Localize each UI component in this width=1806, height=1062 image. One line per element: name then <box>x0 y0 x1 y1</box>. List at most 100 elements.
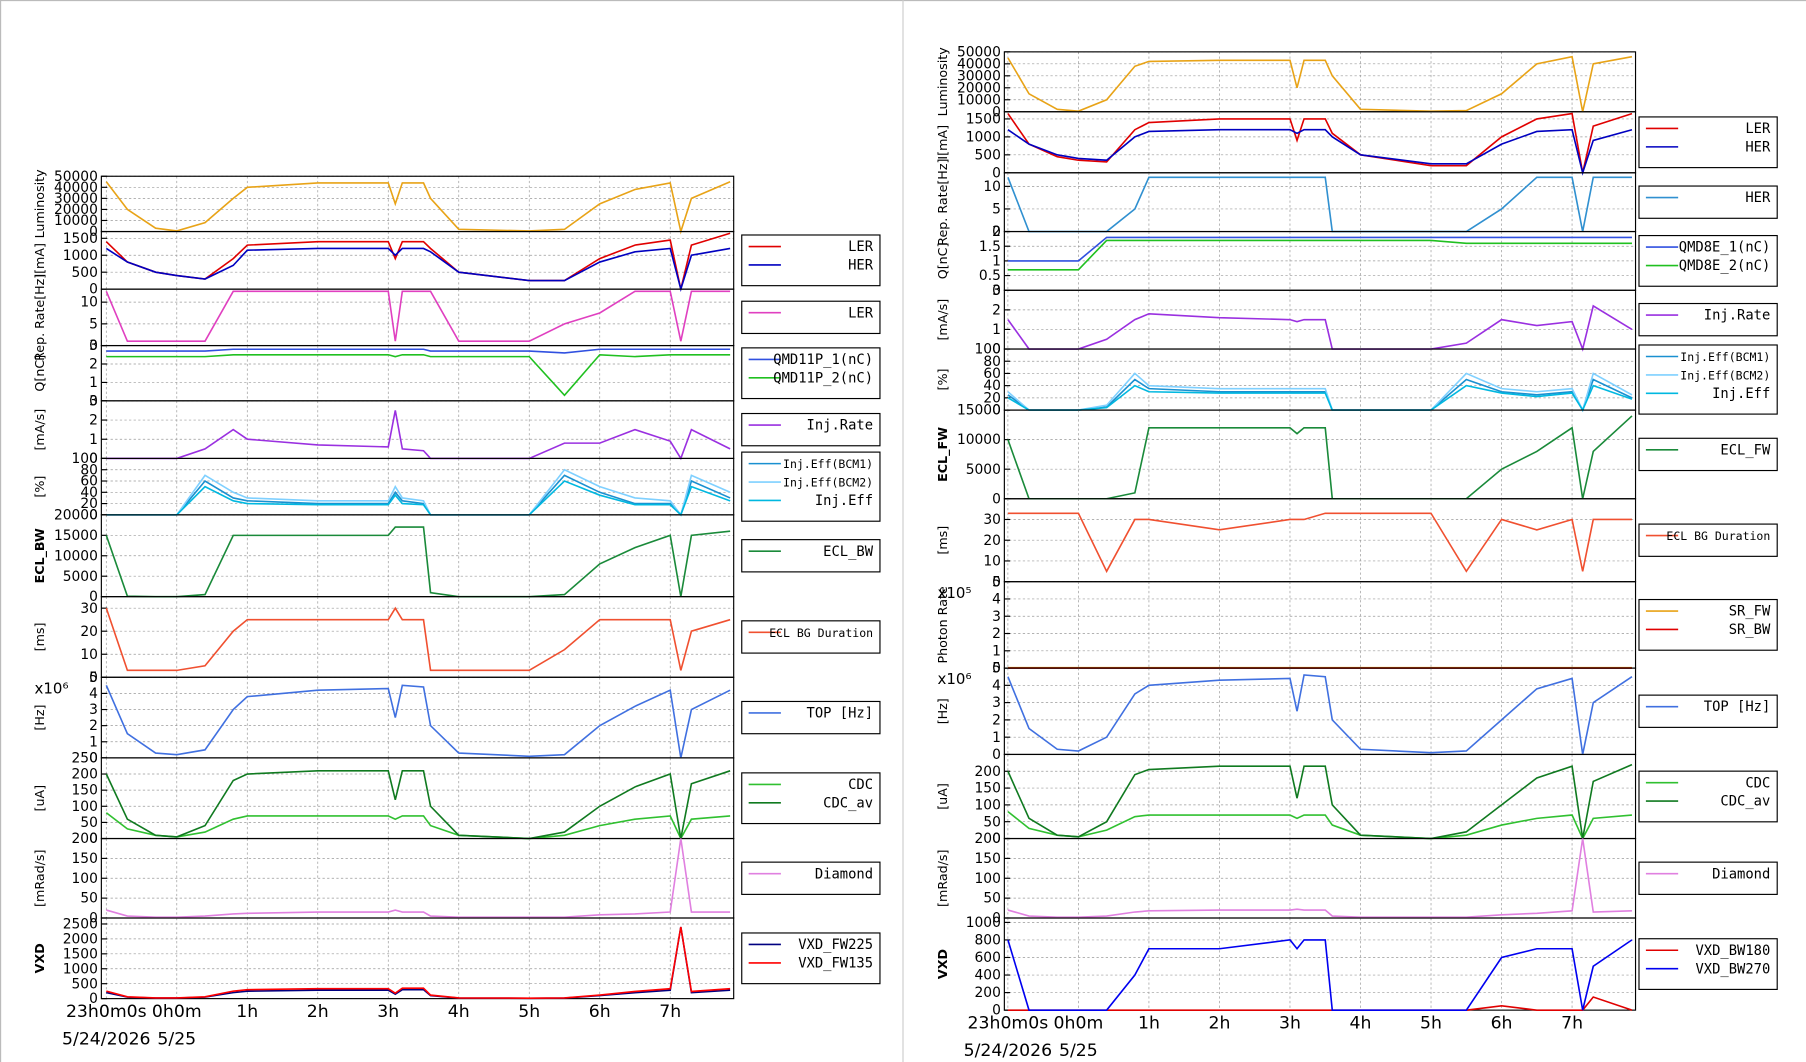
legend-label: Inj.Eff(BCM1) <box>1680 350 1770 364</box>
y-tick-label: 0 <box>992 224 1001 240</box>
y-tick-label: 2500 <box>63 917 98 933</box>
y-tick-label: 30000 <box>957 68 1001 84</box>
legend-box <box>1638 523 1778 557</box>
legend-box <box>1638 770 1778 823</box>
legend: LER HER <box>741 234 881 287</box>
y-tick-label: 400 <box>975 968 1001 984</box>
x-tick-label: 5h <box>1420 1014 1442 1034</box>
series-line <box>105 812 731 841</box>
series-line <box>106 926 731 999</box>
y-axis-label: VXD <box>32 943 47 973</box>
legend-box <box>1638 598 1778 651</box>
x-tick-label: 4h <box>448 1002 470 1022</box>
y-tick-label: 1000 <box>63 961 98 977</box>
legend: LER <box>741 300 881 335</box>
y-tick-label: 1 <box>992 254 1001 270</box>
y-tick-label: 2 <box>89 357 98 373</box>
y-axis-label: [%] <box>935 369 950 391</box>
series-line <box>1007 55 1633 112</box>
y-tick-label: 200 <box>975 985 1001 1001</box>
y-axis-label: I[mA] <box>32 243 47 278</box>
y-axis-label: [mRad/s] <box>935 850 950 907</box>
y-tick-label: 20000 <box>957 80 1001 96</box>
y-tick-label: 3 <box>89 702 98 718</box>
legend-box <box>741 700 881 735</box>
x-tick-label: 6h <box>1491 1014 1513 1034</box>
y-tick-label: 80 <box>80 462 98 478</box>
y-tick-label: 0 <box>992 911 1001 927</box>
axis-exponent: x10⁶ <box>35 679 69 697</box>
y-tick-label: 0 <box>992 747 1001 763</box>
legend-label: SR_BW <box>1729 622 1771 638</box>
y-tick-label: 0 <box>89 589 98 605</box>
y-axis-label: [mA/s] <box>935 299 950 341</box>
legend-label: VXD_FW135 <box>798 956 873 972</box>
legend: QMD11P_1(nC) QMD11P_2(nC) <box>741 347 881 400</box>
legend-box <box>1638 938 1778 990</box>
axis-exponent: x10⁶ <box>938 670 972 688</box>
legend-label: Inj.Eff(BCM2) <box>783 476 873 490</box>
x-tick-label: 7h <box>659 1002 681 1022</box>
y-tick-label: 150 <box>72 851 98 867</box>
legend-label: VXD_FW225 <box>798 937 873 953</box>
legend-label: QMD8E_2(nC) <box>1679 258 1770 274</box>
series-line <box>105 290 731 342</box>
y-tick-label: 0 <box>992 403 1001 419</box>
legend-box <box>1638 116 1778 169</box>
y-tick-label: 20 <box>80 496 98 512</box>
y-tick-label: 1 <box>992 730 1001 746</box>
series-line <box>1007 674 1633 755</box>
y-tick-label: 0 <box>89 451 98 467</box>
y-tick-label: 500 <box>72 976 98 992</box>
legend-label: LER <box>848 239 874 255</box>
y-tick-label: 1000 <box>63 248 98 264</box>
y-tick-label: 0 <box>992 283 1001 299</box>
legend: ECL_FW <box>1638 437 1778 472</box>
y-tick-label: 10000 <box>957 432 1001 448</box>
y-tick-label: 1000 <box>966 129 1001 145</box>
y-axis-label: ECL_BW <box>32 528 48 583</box>
x-tick-label: 4h <box>1350 1014 1372 1034</box>
x-tick-label: 7h <box>1561 1014 1583 1034</box>
series-line <box>1007 128 1633 176</box>
y-tick-label: 3 <box>992 283 1001 299</box>
y-tick-label: 2 <box>992 224 1001 240</box>
y-axis-label: [%] <box>32 476 47 498</box>
legend: HER <box>1638 185 1778 219</box>
y-axis-label: I[mA] <box>935 125 950 160</box>
legend-box <box>741 620 881 654</box>
series-line <box>106 838 731 918</box>
y-tick-label: 60 <box>80 474 98 490</box>
y-tick-label: 2 <box>992 302 1001 318</box>
legend-label: Inj.Eff(BCM1) <box>783 457 873 471</box>
series-line <box>1007 838 1632 918</box>
legend-label: HER <box>1745 190 1771 206</box>
x-tick-label: 23h0m0s <box>66 1002 147 1022</box>
series-line <box>1007 384 1633 412</box>
y-axis-label: [mRad/s] <box>32 850 47 907</box>
y-tick-label: 1 <box>89 375 98 391</box>
y-tick-label: 4 <box>992 592 1001 608</box>
y-tick-label: 50000 <box>54 169 98 185</box>
y-tick-label: 500 <box>72 265 98 281</box>
y-tick-label: 0 <box>89 282 98 298</box>
legend: ECL BG Duration <box>741 620 881 654</box>
legend-box <box>1638 694 1778 728</box>
x-date-label: 5/24/2026 <box>62 1030 151 1050</box>
legend-label: Inj.Eff(BCM2) <box>1680 369 1770 383</box>
y-tick-label: 10000 <box>54 213 98 229</box>
y-tick-label: 0 <box>992 574 1001 590</box>
legend-box <box>1638 234 1778 287</box>
series-line <box>106 348 731 354</box>
legend-label: Diamond <box>815 866 873 882</box>
legend-box <box>741 347 881 400</box>
legend: Inj.Eff(BCM1) Inj.Eff(BCM2) Inj.Eff <box>741 451 881 522</box>
y-axis-label: [uA] <box>935 783 950 810</box>
legend-label: ECL_FW <box>1720 442 1771 458</box>
y-tick-label: 10 <box>80 295 98 311</box>
series-line <box>105 247 731 293</box>
y-tick-label: 1500 <box>63 231 98 247</box>
plot-frame <box>100 917 735 1000</box>
y-tick-label: 150 <box>975 851 1001 867</box>
y-axis-label: VXD <box>935 949 950 979</box>
